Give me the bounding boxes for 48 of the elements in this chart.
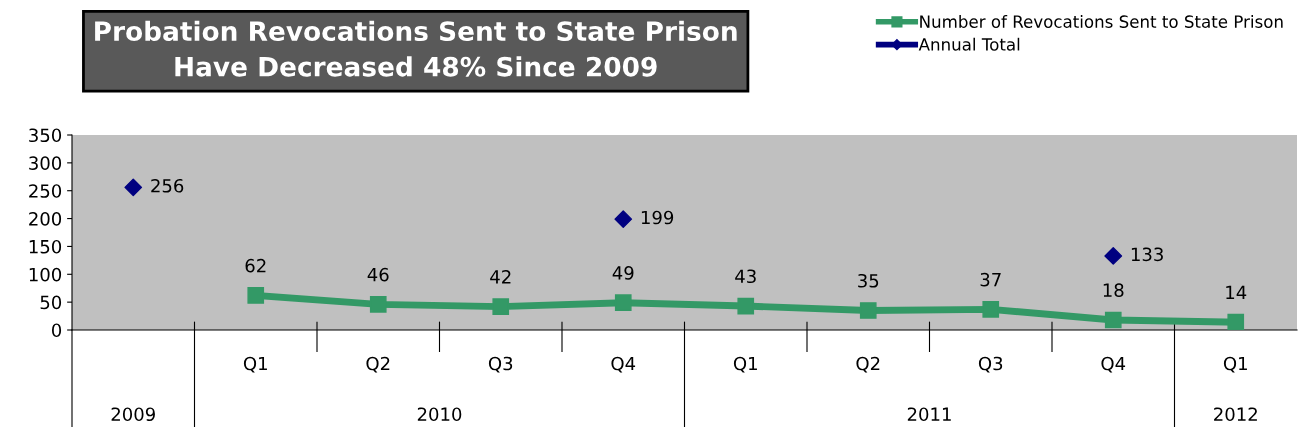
data-label: 43 [735,269,756,284]
point [1104,246,1123,265]
point [369,296,387,313]
legend-label: Annual Total [918,37,1020,51]
y-tick-label: 350 [29,128,62,143]
point [492,298,510,315]
legend-label: Number of Revocations Sent to State Prison [920,15,1283,28]
point [1227,313,1245,330]
point [737,297,755,315]
x-tick-label: Q1 [733,356,757,373]
x-tick-label: Q4 [1101,356,1126,373]
data-label: 62 [245,258,266,273]
x-tick-label: Q3 [978,356,1003,373]
point [614,294,632,312]
y-tick-label: 250 [29,184,62,198]
y-tick-label: 150 [29,239,62,254]
text: 2009 [111,407,155,422]
y-tick-label: 300 [29,156,62,170]
x-tick-label: Q1 [243,356,267,373]
point [124,178,143,197]
text: 2012 [1214,407,1257,422]
data-label: 256 [151,178,184,193]
data-label: 14 [1226,285,1247,299]
y-tick-label: 0 [51,323,62,338]
point [614,210,633,229]
y-tick-label: 100 [29,267,62,282]
y-tick-label: 50 [40,295,62,310]
data-label: 49 [612,266,634,280]
data-label: 35 [858,273,879,288]
chart-title: Probation Revocations Sent to State Prison Have Decreased 48% Since 2009 [95,20,737,77]
x-tick-label: Q3 [488,356,513,373]
point [1104,311,1122,329]
data-label: 46 [367,267,389,282]
x-tick-label: Q4 [611,356,636,373]
data-label: 199 [641,210,674,225]
data-label: 37 [980,272,1001,287]
x-tick-label: Q2 [856,356,880,373]
x-tick-label: Q2 [366,356,390,373]
text: 2010 [417,407,462,422]
point [982,301,1000,318]
point [859,302,877,319]
data-label: 18 [1103,283,1124,298]
data-label: 133 [1131,247,1163,262]
text: 2011 [907,407,951,422]
y-tick-label: 200 [29,212,62,226]
data-label: 42 [490,270,511,284]
point [247,287,265,304]
x-tick-label: Q1 [1223,356,1247,373]
